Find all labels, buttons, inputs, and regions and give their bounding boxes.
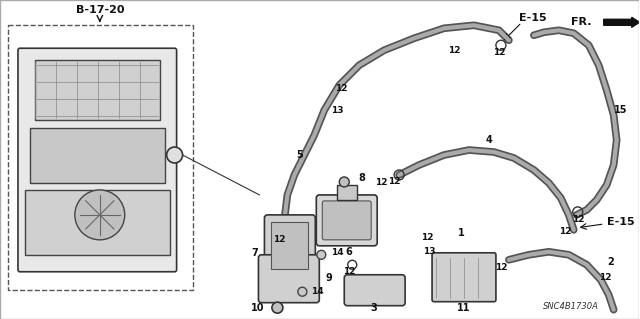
Text: 5: 5 [296, 150, 303, 160]
Text: B-17-20: B-17-20 [76, 5, 124, 15]
Text: 12: 12 [600, 273, 612, 282]
FancyBboxPatch shape [259, 255, 319, 303]
Bar [337, 185, 357, 200]
Text: 14: 14 [331, 248, 344, 257]
Text: 3: 3 [371, 303, 378, 313]
Circle shape [75, 190, 125, 240]
FancyBboxPatch shape [323, 201, 371, 240]
Text: 13: 13 [423, 247, 435, 256]
Text: 12: 12 [421, 233, 433, 242]
Text: E-15: E-15 [607, 217, 634, 227]
Bar [271, 222, 308, 269]
Text: 10: 10 [251, 303, 264, 313]
Bar [25, 190, 170, 255]
Circle shape [339, 177, 349, 187]
FancyBboxPatch shape [316, 195, 377, 246]
Text: 7: 7 [251, 248, 258, 258]
Text: 12: 12 [335, 84, 348, 93]
Bar [30, 128, 164, 183]
Text: 15: 15 [614, 105, 627, 115]
FancyBboxPatch shape [432, 253, 496, 302]
Text: 12: 12 [448, 46, 460, 55]
FancyBboxPatch shape [344, 275, 405, 306]
Circle shape [166, 147, 182, 163]
Circle shape [272, 302, 283, 313]
Text: 12: 12 [273, 235, 285, 244]
Text: 12: 12 [388, 177, 401, 186]
Text: 4: 4 [486, 135, 492, 145]
Text: 12: 12 [343, 267, 355, 276]
Text: 9: 9 [326, 273, 333, 283]
Text: 12: 12 [495, 263, 507, 272]
Text: 2: 2 [607, 257, 614, 267]
Text: 11: 11 [457, 303, 471, 313]
Text: 12: 12 [375, 178, 387, 188]
FancyBboxPatch shape [18, 48, 177, 272]
Text: 12: 12 [493, 48, 505, 57]
Text: SNC4B1730A: SNC4B1730A [543, 302, 598, 311]
Text: 14: 14 [311, 287, 324, 296]
Text: 1: 1 [458, 228, 465, 238]
Bar [35, 60, 159, 120]
Circle shape [317, 250, 326, 259]
Bar [8, 25, 193, 290]
Text: 6: 6 [346, 247, 353, 257]
Text: 8: 8 [359, 173, 365, 183]
Text: 13: 13 [331, 106, 344, 115]
Text: 12: 12 [559, 227, 572, 236]
FancyArrow shape [604, 17, 639, 27]
FancyBboxPatch shape [264, 215, 316, 276]
Circle shape [298, 287, 307, 296]
Text: 12: 12 [573, 215, 585, 224]
Text: E-15: E-15 [519, 13, 547, 23]
Text: FR.: FR. [572, 17, 592, 27]
